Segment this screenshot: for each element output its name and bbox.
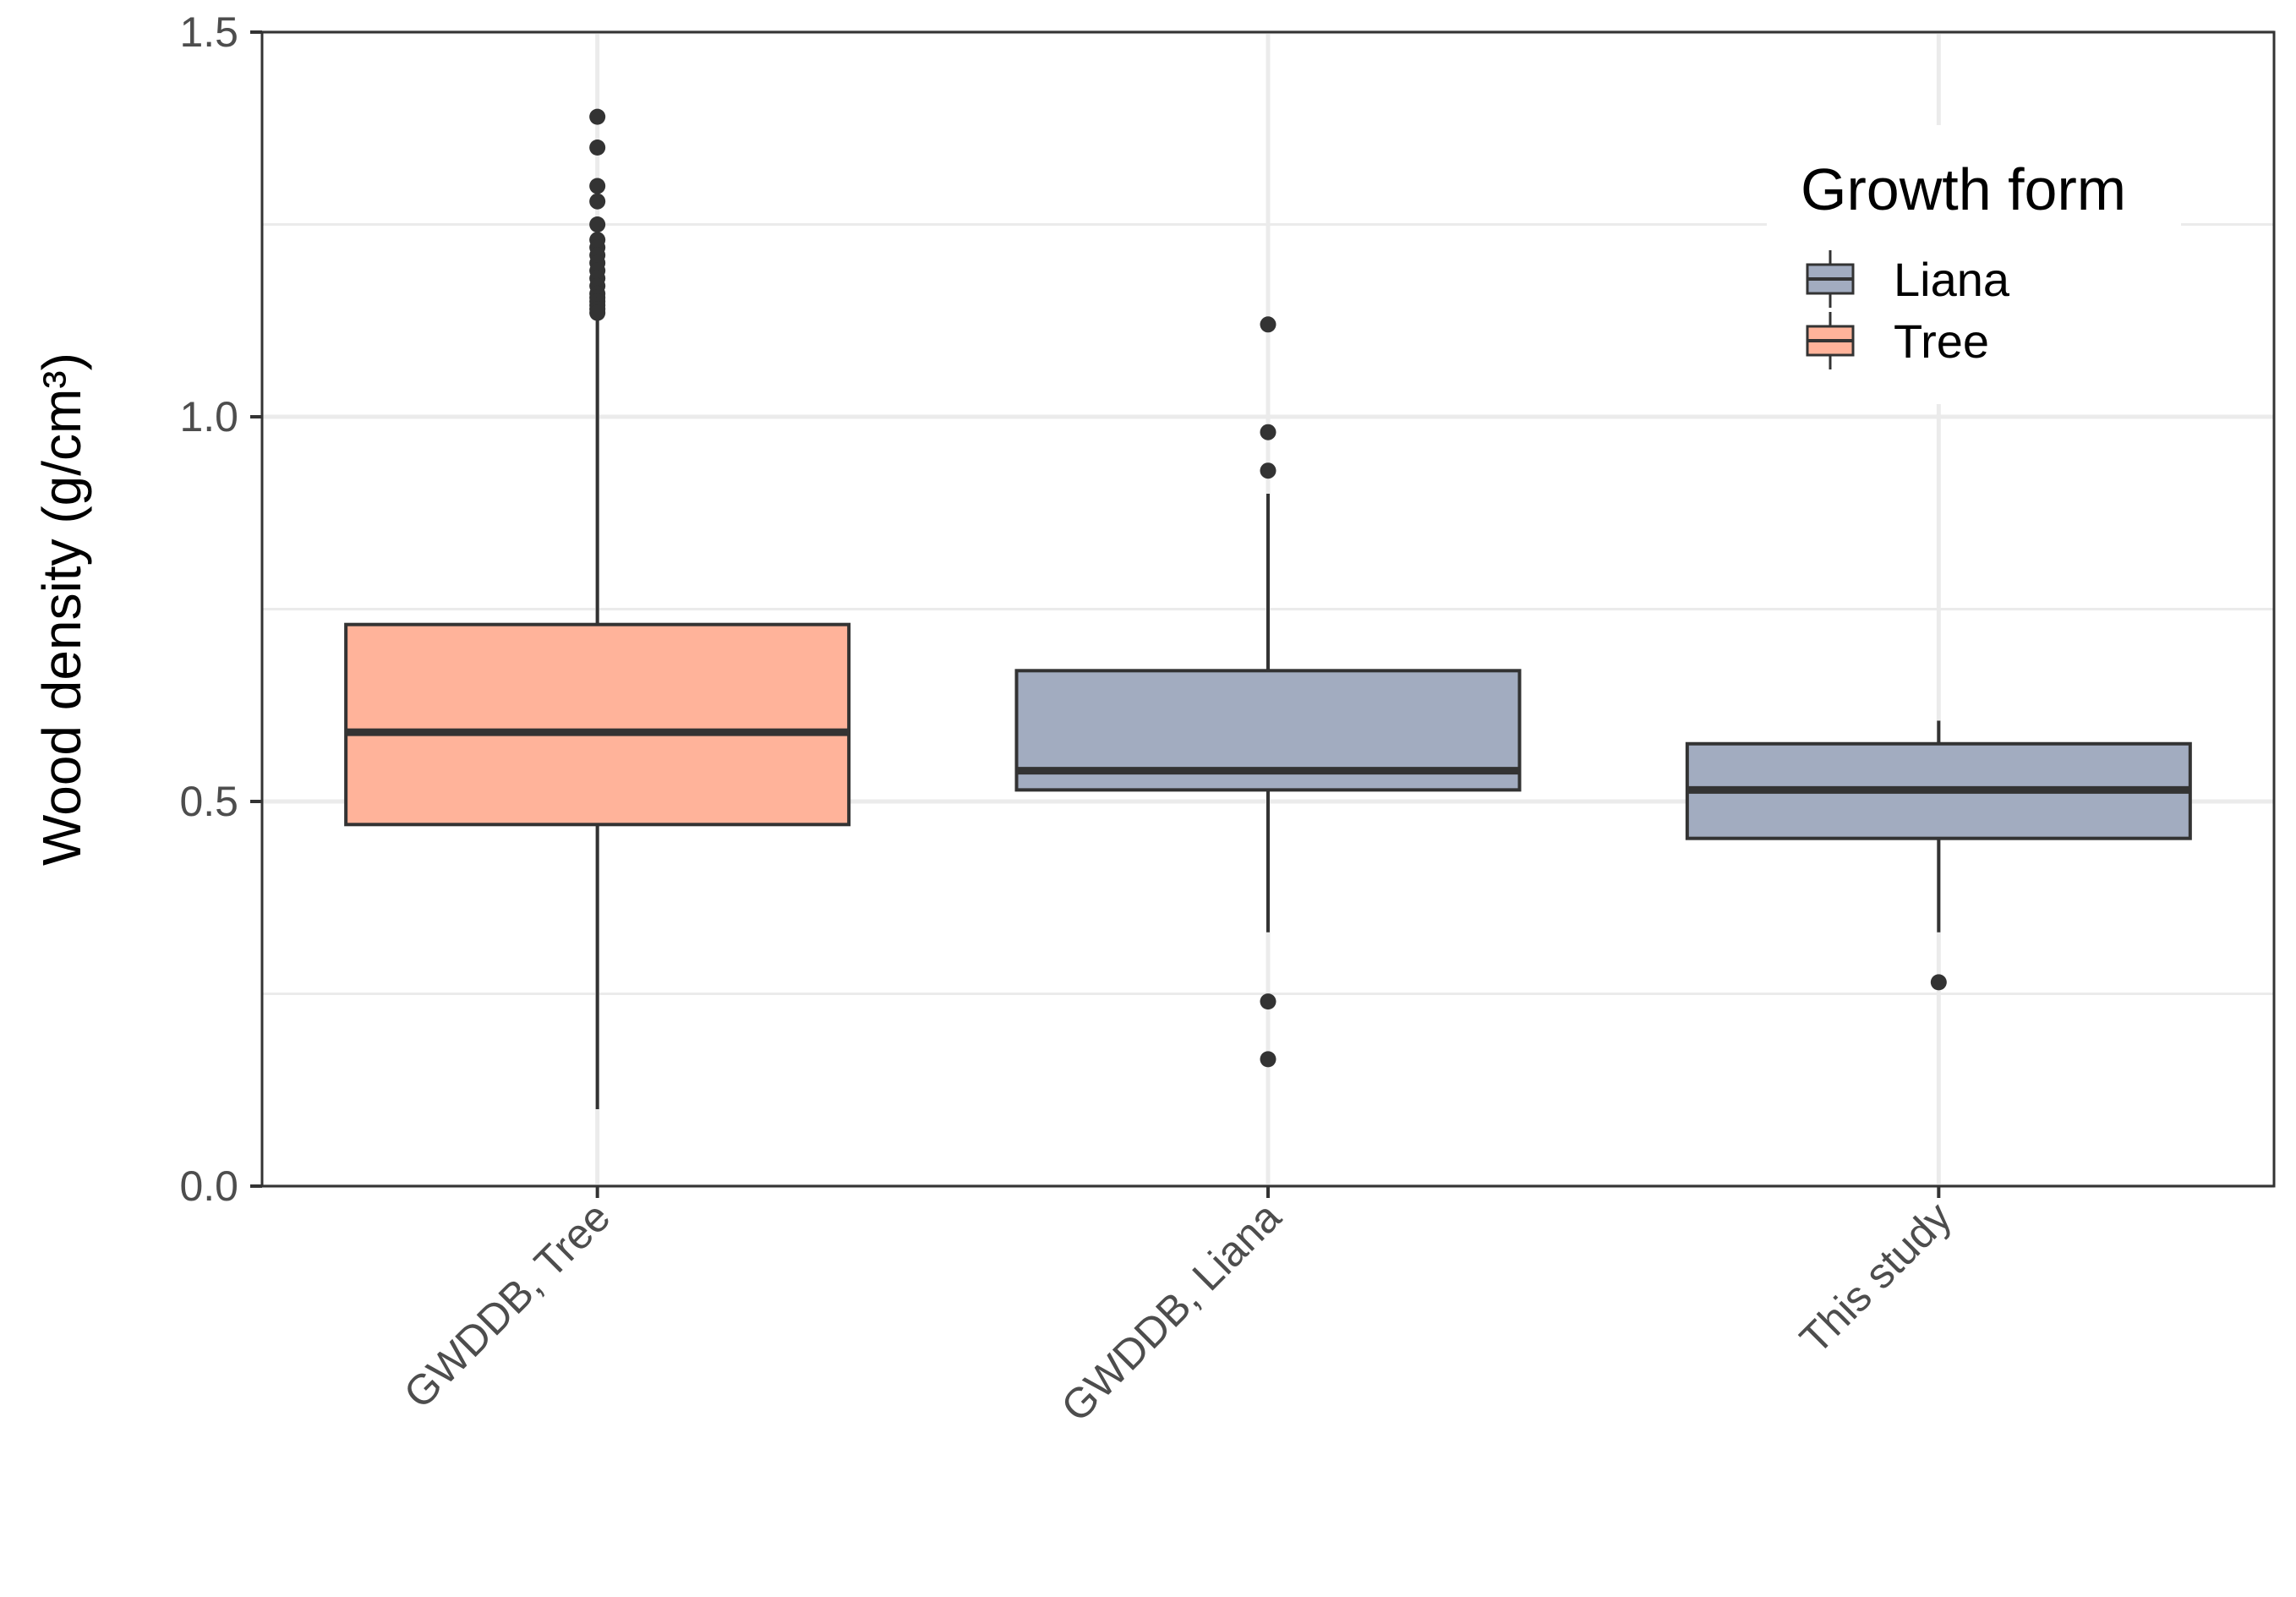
outlier-point <box>1260 316 1276 333</box>
outlier-point <box>589 193 606 210</box>
box-gwddb-liana <box>1014 316 1522 1068</box>
legend-entry-liana: Liana <box>1806 250 2010 308</box>
boxes <box>344 108 2192 1109</box>
x-tick-label: This study <box>1790 1193 1960 1363</box>
legend-entries: Liana Tree <box>1806 250 2010 369</box>
outlier-point <box>589 216 606 232</box>
outlier-point <box>1260 424 1276 440</box>
x-tick-label: GWDDB, Liana <box>1052 1193 1290 1430</box>
y-axis-title: Wood density (g/cm³) <box>31 353 92 866</box>
legend-entry-tree: Tree <box>1806 312 1989 369</box>
outlier-point <box>1260 1051 1276 1068</box>
outlier-point <box>589 304 606 321</box>
outlier-point <box>589 139 606 156</box>
outlier-point <box>1260 993 1276 1010</box>
box-this-study <box>1685 720 2192 991</box>
legend-label: Liana <box>1894 253 2010 306</box>
box-gwddb-tree <box>344 108 851 1109</box>
y-tick-label: 0.0 <box>179 1162 238 1210</box>
box-iqr <box>344 622 851 827</box>
legend: Growth form Liana Tree <box>1767 125 2181 404</box>
legend-title: Growth form <box>1801 156 2126 222</box>
outlier-point <box>589 108 606 125</box>
y-tick-label: 0.5 <box>179 778 238 825</box>
outlier-point <box>1930 974 1947 991</box>
y-tick-label: 1.0 <box>179 393 238 440</box>
y-tick-label: 1.5 <box>179 8 238 56</box>
legend-label: Tree <box>1894 314 1989 368</box>
outlier-point <box>1260 462 1276 479</box>
x-tick-label: GWDDB, Tree <box>395 1193 620 1418</box>
outlier-point <box>589 178 606 194</box>
